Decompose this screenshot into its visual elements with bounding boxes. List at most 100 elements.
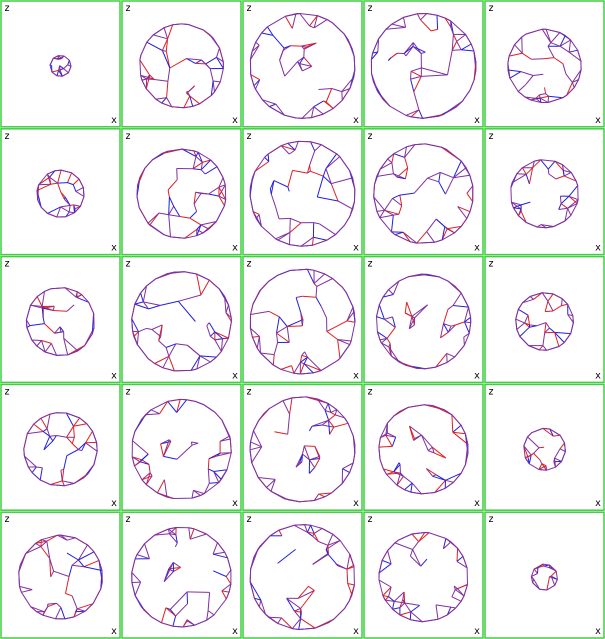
axis-label-z: z <box>125 259 131 270</box>
sphere-wireframe <box>139 23 224 109</box>
axis-label-z: z <box>125 131 131 142</box>
axis-label-z: z <box>125 3 131 14</box>
sphere-wireframe <box>249 268 356 375</box>
panel-frame <box>484 128 605 256</box>
sphere-wireframe <box>249 12 356 119</box>
panel-frame <box>363 128 484 256</box>
panel-frame <box>484 383 605 511</box>
sphere-panel-2: zx <box>121 0 242 128</box>
sphere-panel-11: zx <box>0 255 121 384</box>
axis-label-z: z <box>367 3 373 14</box>
panel-frame <box>363 511 484 639</box>
sphere-panel-14: zx <box>363 255 484 384</box>
axis-label-z: z <box>488 131 494 142</box>
panel-frame <box>242 511 363 639</box>
axis-label-z: z <box>488 514 494 525</box>
axis-label-z: z <box>125 386 131 397</box>
axis-label-x: x <box>232 370 238 381</box>
panel-frame <box>484 255 605 384</box>
sphere-panel-5: zx <box>484 0 605 128</box>
sphere-wireframe <box>378 531 469 623</box>
axis-label-x: x <box>474 626 480 637</box>
axis-label-x: x <box>353 626 359 637</box>
sphere-wireframe <box>249 140 356 247</box>
panel-frame <box>484 511 605 639</box>
sphere-panel-24: zx <box>363 511 484 639</box>
panel-frame <box>242 383 363 511</box>
axis-label-x: x <box>111 370 117 381</box>
panel-frame <box>484 0 605 128</box>
sphere-panel-23: zx <box>242 511 363 639</box>
axis-label-z: z <box>246 386 252 397</box>
axis-label-z: z <box>4 131 10 142</box>
sphere-panel-3: zx <box>242 0 363 128</box>
sphere-wireframe <box>18 534 103 620</box>
sphere-wireframe <box>131 526 232 628</box>
axis-label-x: x <box>353 370 359 381</box>
axis-label-x: x <box>232 115 238 126</box>
panel-frame <box>0 255 121 384</box>
axis-label-z: z <box>4 386 10 397</box>
sphere-panel-25: zx <box>484 511 605 639</box>
sphere-panel-7: zx <box>121 128 242 256</box>
axis-label-x: x <box>595 498 601 509</box>
axis-label-z: z <box>367 386 373 397</box>
sphere-panel-1: zx <box>0 0 121 128</box>
axis-label-z: z <box>246 259 252 270</box>
axis-label-z: z <box>125 514 131 525</box>
sphere-panel-12: zx <box>121 255 242 384</box>
sphere-panel-4: zx <box>363 0 484 128</box>
axis-label-z: z <box>4 514 10 525</box>
axis-label-z: z <box>488 3 494 14</box>
panel-frame <box>121 383 242 511</box>
axis-label-x: x <box>111 243 117 254</box>
axis-label-z: z <box>4 259 10 270</box>
axis-label-x: x <box>353 498 359 509</box>
axis-label-x: x <box>595 115 601 126</box>
sphere-panel-10: zx <box>484 128 605 256</box>
axis-label-x: x <box>353 243 359 254</box>
sphere-panel-6: zx <box>0 128 121 256</box>
axis-label-z: z <box>4 3 10 14</box>
sphere-wireframe <box>370 12 477 119</box>
sphere-wireframe <box>375 273 472 370</box>
axis-label-x: x <box>353 115 359 126</box>
axis-label-z: z <box>246 514 252 525</box>
axis-label-x: x <box>232 626 238 637</box>
sphere-panel-20: zx <box>484 383 605 511</box>
axis-label-x: x <box>232 243 238 254</box>
axis-label-x: x <box>111 626 117 637</box>
axis-label-z: z <box>246 3 252 14</box>
sphere-wireframe <box>507 28 582 103</box>
axis-label-x: x <box>595 626 601 637</box>
sphere-panel-19: zx <box>363 383 484 511</box>
axis-label-x: x <box>595 243 601 254</box>
sphere-wireframe <box>49 55 72 77</box>
panel-frame <box>0 0 121 128</box>
sphere-wireframe <box>36 169 85 218</box>
sphere-wireframe <box>515 292 574 351</box>
sphere-panel-16: zx <box>0 383 121 511</box>
sphere-wireframe <box>25 287 95 356</box>
sphere-panel-22: zx <box>121 511 242 639</box>
sphere-wireframe <box>131 398 232 500</box>
axis-label-x: x <box>474 115 480 126</box>
panel-frame <box>0 511 121 639</box>
sphere-wireframe <box>530 563 558 591</box>
sphere-wireframe <box>131 271 232 372</box>
panel-frame <box>242 128 363 256</box>
axis-label-z: z <box>367 131 373 142</box>
sphere-wireframe <box>249 396 356 503</box>
axis-label-x: x <box>595 370 601 381</box>
sphere-wireframe <box>373 143 474 244</box>
sphere-wireframe <box>378 404 469 495</box>
axis-label-z: z <box>246 131 252 142</box>
axis-label-z: z <box>488 259 494 270</box>
sphere-wireframe <box>249 524 355 631</box>
sphere-panel-17: zx <box>121 383 242 511</box>
panel-frame <box>121 255 242 384</box>
sphere-wireframe <box>510 159 579 229</box>
sphere-panel-18: zx <box>242 383 363 511</box>
axis-label-z: z <box>367 259 373 270</box>
